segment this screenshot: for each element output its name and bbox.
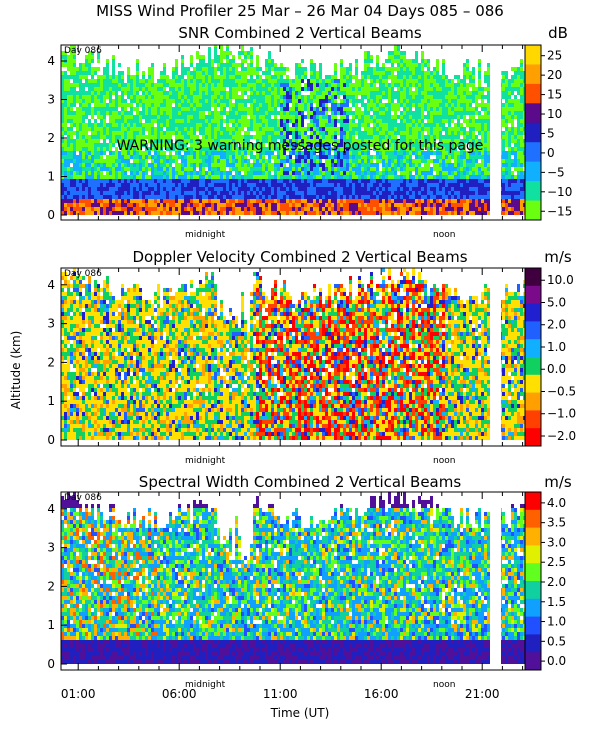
colorbar-tick-1-5: −0.5 <box>547 384 576 398</box>
colorbar-swatch-2-6 <box>525 599 541 617</box>
colorbar-swatch-0-8 <box>525 201 541 221</box>
figure-title: MISS Wind Profiler 25 Mar – 26 Mar 04 Da… <box>96 2 504 20</box>
y-tick-label-2-2: 2 <box>47 579 55 593</box>
colorbar-tick-0-8: −15 <box>547 204 572 218</box>
y-tick-label-2-4: 4 <box>47 502 55 516</box>
colorbar-swatch-0-4 <box>525 123 541 143</box>
colorbar-swatch-0-1 <box>525 64 541 84</box>
colorbar-tick-1-2: 2.0 <box>547 318 566 332</box>
spectral-width-heatmap <box>61 492 541 670</box>
colorbar-swatch-1-1 <box>525 286 541 304</box>
colorbar-tick-0-0: 25 <box>547 49 562 63</box>
snr-heatmap <box>61 43 541 220</box>
noon-label-spectral: noon <box>433 680 455 690</box>
x-axis-label: Time (UT) <box>270 706 330 720</box>
y-tick-label-1-3: 3 <box>47 317 55 331</box>
y-axis-label: Altitude (km) <box>9 331 23 410</box>
colorbar-tick-0-6: −5 <box>547 165 565 179</box>
colorbar-unit-snr: dB <box>548 24 568 42</box>
colorbar-tick-0-2: 15 <box>547 88 562 102</box>
colorbar-swatch-1-6 <box>525 375 541 393</box>
doppler-heatmap <box>61 268 541 446</box>
colorbar-swatch-0-6 <box>525 162 541 182</box>
noon-label-doppler: noon <box>433 456 455 466</box>
y-tick-label-0-4: 4 <box>47 54 55 68</box>
colorbar-swatch-2-4 <box>525 563 541 581</box>
colorbar-swatch-1-3 <box>525 321 541 339</box>
colorbar-unit-spectral: m/s <box>544 473 572 491</box>
colorbar-swatch-0-3 <box>525 103 541 123</box>
y-tick-label-2-3: 3 <box>47 541 55 555</box>
day-label-snr: Day 086 <box>64 46 102 56</box>
y-tick-label-1-1: 1 <box>47 394 55 408</box>
colorbar-swatch-2-2 <box>525 528 541 546</box>
colorbar-swatch-1-8 <box>525 410 541 428</box>
colorbar-tick-2-5: 1.5 <box>547 595 566 609</box>
colorbar-swatch-1-5 <box>525 357 541 375</box>
colorbar-tick-2-8: 0.0 <box>547 654 566 668</box>
y-tick-label-2-1: 1 <box>47 618 55 632</box>
colorbar-tick-2-7: 0.5 <box>547 634 566 648</box>
y-tick-label-0-3: 3 <box>47 93 55 107</box>
midnight-label-spectral: midnight <box>185 680 226 690</box>
colorbar-swatch-2-9 <box>525 652 541 670</box>
y-tick-label-1-2: 2 <box>47 355 55 369</box>
colorbar-swatch-1-7 <box>525 393 541 411</box>
noon-label-snr: noon <box>433 230 455 240</box>
colorbar-tick-1-4: 0.0 <box>547 362 566 376</box>
colorbar-tick-1-0: 10.0 <box>547 273 574 287</box>
colorbar-swatch-2-0 <box>525 492 541 510</box>
day-label-doppler: Day 086 <box>64 269 102 279</box>
colorbar-tick-2-0: 4.0 <box>547 496 566 510</box>
y-tick-label-1-4: 4 <box>47 278 55 292</box>
y-tick-label-0-1: 1 <box>47 170 55 184</box>
colorbar-swatch-0-5 <box>525 142 541 162</box>
panel-title-spectral: Spectral Width Combined 2 Vertical Beams <box>139 473 462 491</box>
colorbar-tick-1-3: 1.0 <box>547 340 566 354</box>
colorbar-swatch-0-0 <box>525 45 541 65</box>
colorbar-swatch-1-0 <box>525 268 541 286</box>
colorbar-tick-2-2: 3.0 <box>547 535 566 549</box>
colorbar-tick-2-6: 1.0 <box>547 615 566 629</box>
colorbar-swatch-0-7 <box>525 181 541 201</box>
y-tick-label-1-0: 0 <box>47 433 55 447</box>
x-tick-label-2: 11:00 <box>263 687 298 701</box>
warning-message: WARNING: 3 warning messages posted for t… <box>117 138 484 154</box>
y-tick-label-0-2: 2 <box>47 131 55 145</box>
colorbar-tick-2-1: 3.5 <box>547 516 566 530</box>
day-label-spectral: Day 086 <box>64 493 102 503</box>
colorbar-tick-1-7: −2.0 <box>547 429 576 443</box>
y-tick-label-2-0: 0 <box>47 657 55 671</box>
colorbar-tick-0-3: 10 <box>547 107 562 121</box>
x-tick-label-3: 16:00 <box>364 687 399 701</box>
colorbar-swatch-1-4 <box>525 339 541 357</box>
colorbar-tick-2-4: 2.0 <box>547 575 566 589</box>
colorbar-tick-0-5: 0 <box>547 146 555 160</box>
colorbar-tick-1-6: −1.0 <box>547 407 576 421</box>
midnight-label-doppler: midnight <box>185 456 226 466</box>
x-tick-label-0: 01:00 <box>61 687 96 701</box>
colorbar-swatch-2-7 <box>525 617 541 635</box>
colorbar-swatch-2-1 <box>525 510 541 528</box>
panel-title-snr: SNR Combined 2 Vertical Beams <box>178 24 421 42</box>
colorbar-swatch-2-3 <box>525 545 541 563</box>
colorbar-swatch-0-2 <box>525 84 541 104</box>
y-tick-label-0-0: 0 <box>47 208 55 222</box>
colorbar-unit-doppler: m/s <box>544 248 572 266</box>
colorbar-tick-1-1: 5.0 <box>547 295 566 309</box>
colorbar-swatch-2-8 <box>525 634 541 652</box>
colorbar-tick-0-1: 20 <box>547 68 562 82</box>
colorbar-swatch-2-5 <box>525 581 541 599</box>
colorbar-swatch-1-9 <box>525 428 541 446</box>
midnight-label-snr: midnight <box>185 230 226 240</box>
panel-title-doppler: Doppler Velocity Combined 2 Vertical Bea… <box>132 248 467 266</box>
x-tick-label-4: 21:00 <box>465 687 500 701</box>
colorbar-tick-0-7: −10 <box>547 185 572 199</box>
colorbar-swatch-1-2 <box>525 304 541 322</box>
colorbar-tick-2-3: 2.5 <box>547 555 566 569</box>
colorbars-layer: 25 20 15 10 5 0 −5 −10 −15 10.0 5.0 2.0 1.0 0.0 −0.5 −1… <box>525 45 576 671</box>
colorbar-tick-0-4: 5 <box>547 126 555 140</box>
